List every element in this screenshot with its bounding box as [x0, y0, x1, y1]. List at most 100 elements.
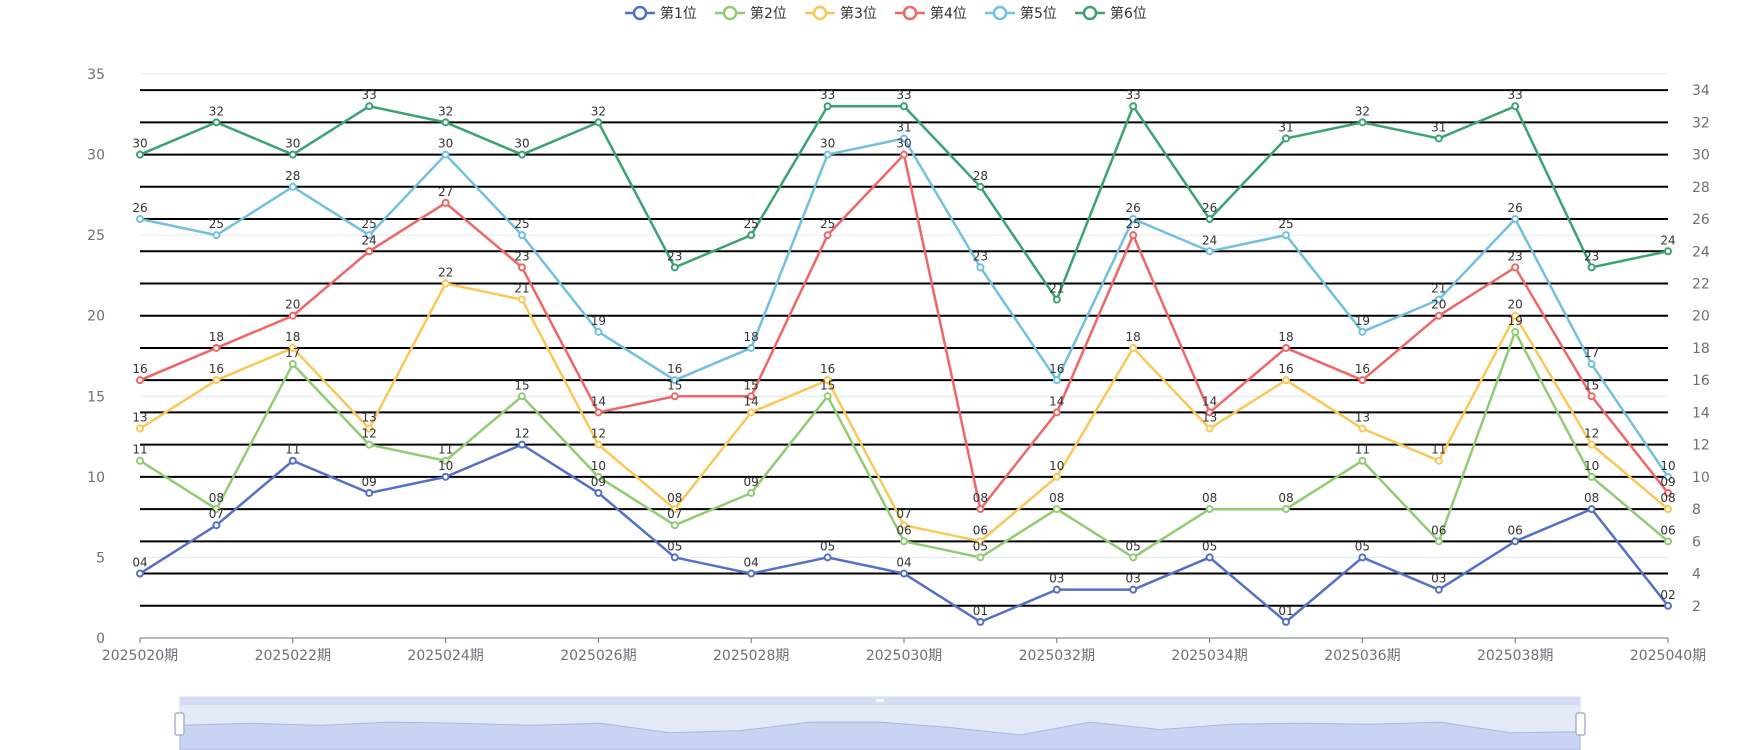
data-point[interactable]: [900, 537, 908, 546]
data-point[interactable]: [900, 102, 908, 111]
data-point[interactable]: [747, 343, 756, 352]
data-point[interactable]: [1205, 424, 1214, 433]
data-point[interactable]: [1358, 376, 1367, 385]
data-point[interactable]: [1282, 134, 1290, 143]
data-point[interactable]: [747, 408, 756, 417]
data-point[interactable]: [594, 440, 603, 449]
data-point[interactable]: [976, 263, 985, 272]
data-point[interactable]: [1129, 343, 1138, 352]
data-point[interactable]: [1052, 472, 1061, 481]
legend-item-3[interactable]: 第3位: [805, 5, 877, 22]
data-point[interactable]: [518, 392, 526, 401]
data-point[interactable]: [747, 488, 756, 497]
data-point[interactable]: [670, 376, 679, 385]
data-point[interactable]: [823, 553, 832, 562]
data-point[interactable]: [1434, 295, 1443, 304]
data-zoom-slider[interactable]: [174, 696, 1586, 750]
data-point[interactable]: [1282, 231, 1290, 240]
data-point[interactable]: [1434, 311, 1443, 320]
data-point[interactable]: [1358, 456, 1367, 465]
data-point[interactable]: [1587, 360, 1596, 369]
data-point[interactable]: [747, 231, 756, 240]
data-point[interactable]: [1664, 472, 1672, 481]
data-point[interactable]: [212, 231, 221, 240]
data-point[interactable]: [1664, 537, 1672, 546]
data-point[interactable]: [518, 295, 526, 304]
data-point[interactable]: [823, 376, 832, 385]
data-point[interactable]: [288, 456, 297, 465]
data-point[interactable]: [1358, 553, 1367, 562]
data-point[interactable]: [1358, 118, 1367, 127]
data-point[interactable]: [1511, 102, 1520, 111]
data-point[interactable]: [1587, 392, 1596, 401]
data-point[interactable]: [518, 231, 526, 240]
data-point[interactable]: [1282, 376, 1290, 385]
data-point[interactable]: [1205, 247, 1214, 256]
data-point[interactable]: [1205, 215, 1214, 224]
data-point[interactable]: [136, 150, 144, 159]
data-point[interactable]: [594, 408, 603, 417]
zoom-handle-left[interactable]: [174, 712, 185, 736]
legend-item-5[interactable]: 第5位: [985, 5, 1057, 22]
data-point[interactable]: [670, 392, 679, 401]
data-point[interactable]: [441, 118, 450, 127]
legend[interactable]: 第1位 第2位 第3位 第4位 第5位 第6位: [625, 5, 1147, 22]
legend-item-4[interactable]: 第4位: [895, 5, 967, 22]
data-point[interactable]: [1205, 505, 1214, 514]
data-point[interactable]: [1511, 311, 1520, 320]
data-point[interactable]: [441, 472, 450, 481]
data-point[interactable]: [288, 182, 297, 191]
data-point[interactable]: [594, 118, 603, 127]
data-point[interactable]: [518, 263, 526, 272]
data-point[interactable]: [976, 553, 985, 562]
data-point[interactable]: [441, 456, 450, 465]
data-point[interactable]: [136, 215, 144, 224]
data-point[interactable]: [747, 392, 756, 401]
data-point[interactable]: [1511, 263, 1520, 272]
data-point[interactable]: [900, 521, 908, 530]
legend-item-1[interactable]: 第1位: [625, 5, 697, 22]
data-point[interactable]: [900, 569, 908, 578]
data-point[interactable]: [1205, 408, 1214, 417]
data-point[interactable]: [823, 231, 832, 240]
data-point[interactable]: [670, 521, 679, 530]
data-point[interactable]: [441, 150, 450, 159]
data-point[interactable]: [441, 198, 450, 207]
data-point[interactable]: [976, 537, 985, 546]
data-point[interactable]: [136, 376, 144, 385]
zoom-grip[interactable]: [876, 699, 884, 702]
data-point[interactable]: [1052, 376, 1061, 385]
data-point[interactable]: [1282, 343, 1290, 352]
data-point[interactable]: [288, 311, 297, 320]
data-point[interactable]: [288, 360, 297, 369]
data-point[interactable]: [1129, 585, 1138, 594]
data-point[interactable]: [1129, 231, 1138, 240]
data-point[interactable]: [1129, 102, 1138, 111]
data-point[interactable]: [212, 118, 221, 127]
zoom-handle-right[interactable]: [1575, 712, 1586, 736]
data-point[interactable]: [1587, 472, 1596, 481]
data-point[interactable]: [1664, 505, 1672, 514]
data-point[interactable]: [594, 488, 603, 497]
data-point[interactable]: [1052, 505, 1061, 514]
data-point[interactable]: [747, 569, 756, 578]
data-point[interactable]: [212, 505, 221, 514]
data-point[interactable]: [976, 505, 985, 514]
data-point[interactable]: [518, 440, 526, 449]
data-point[interactable]: [823, 150, 832, 159]
data-point[interactable]: [365, 488, 374, 497]
data-point[interactable]: [1434, 585, 1443, 594]
data-point[interactable]: [1129, 215, 1138, 224]
data-point[interactable]: [1587, 263, 1596, 272]
data-point[interactable]: [1664, 488, 1672, 497]
data-point[interactable]: [288, 150, 297, 159]
legend-item-2[interactable]: 第2位: [715, 5, 787, 22]
data-point[interactable]: [823, 392, 832, 401]
data-point[interactable]: [1052, 585, 1061, 594]
data-point[interactable]: [670, 553, 679, 562]
data-point[interactable]: [670, 505, 679, 514]
data-point[interactable]: [1282, 505, 1290, 514]
data-point[interactable]: [1511, 537, 1520, 546]
data-point[interactable]: [1511, 215, 1520, 224]
data-point[interactable]: [365, 247, 374, 256]
